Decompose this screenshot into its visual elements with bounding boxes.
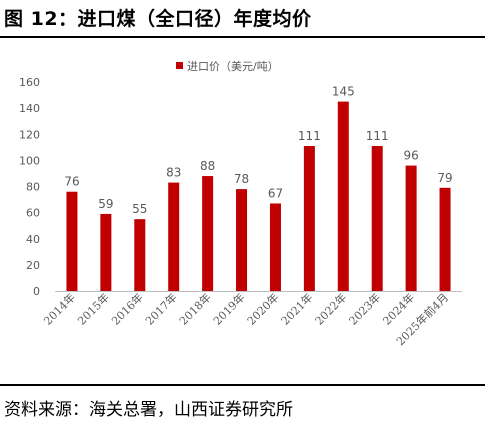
data-label: 88	[200, 159, 215, 173]
data-label: 79	[437, 171, 452, 185]
data-label: 59	[98, 197, 113, 211]
x-tick-label: 2019年	[210, 290, 247, 327]
bar	[236, 189, 248, 291]
legend-swatch	[176, 62, 183, 69]
bar	[269, 203, 281, 291]
bar	[202, 176, 214, 291]
x-axis: 2014年2015年2016年2017年2018年2019年2020年2021年…	[41, 290, 462, 348]
x-tick-label: 2018年	[176, 290, 213, 327]
x-tick-label: 2015年	[75, 290, 112, 327]
y-tick-label: 100	[19, 154, 40, 167]
data-label: 78	[234, 172, 249, 186]
y-tick-label: 160	[19, 76, 40, 89]
bar	[439, 187, 451, 291]
bar	[134, 219, 146, 291]
figure-title: 图 12：进口煤（全口径）年度均价	[4, 8, 312, 30]
legend-label: 进口价（美元/吨）	[187, 60, 279, 73]
bar	[405, 165, 417, 291]
legend: 进口价（美元/吨）	[176, 60, 279, 73]
bar-chart: 进口价（美元/吨） 0 20 40 60 80 100 120 140 160 76 59 55 83…	[19, 60, 462, 348]
y-tick-label: 0	[33, 285, 40, 298]
y-tick-label: 140	[19, 102, 40, 115]
y-tick-label: 80	[26, 181, 40, 194]
data-label: 96	[403, 149, 418, 163]
x-tick-label: 2021年	[278, 290, 315, 327]
bar	[66, 191, 78, 291]
bar	[371, 146, 383, 291]
x-tick-label: 2023年	[346, 290, 383, 327]
x-tick-label: 2022年	[312, 290, 349, 327]
bar	[303, 146, 315, 291]
data-label: 145	[332, 85, 355, 99]
y-tick-label: 40	[26, 233, 40, 246]
data-label: 76	[64, 175, 79, 189]
data-label: 111	[366, 129, 389, 143]
y-tick-label: 120	[19, 128, 40, 141]
y-axis: 0 20 40 60 80 100 120 140 160	[19, 76, 40, 298]
bar	[168, 182, 180, 291]
source-rule	[0, 384, 485, 386]
title-rule	[0, 36, 485, 38]
bar-series	[66, 101, 451, 291]
data-label: 67	[268, 186, 283, 200]
y-tick-label: 20	[26, 259, 40, 272]
x-tick-label: 2014年	[41, 290, 78, 327]
x-tick-label: 2017年	[142, 290, 179, 327]
source-note: 资料来源：海关总署，山西证券研究所	[4, 400, 293, 420]
data-label: 55	[132, 202, 147, 216]
y-tick-label: 60	[26, 207, 40, 220]
x-tick-label: 2016年	[108, 290, 145, 327]
x-tick-label: 2020年	[244, 290, 281, 327]
bar	[337, 101, 349, 291]
bar	[100, 213, 112, 291]
data-label: 111	[298, 129, 321, 143]
data-labels: 76 59 55 83 88 78 67 111 145 111 96 79	[64, 85, 452, 217]
data-label: 83	[166, 166, 181, 180]
